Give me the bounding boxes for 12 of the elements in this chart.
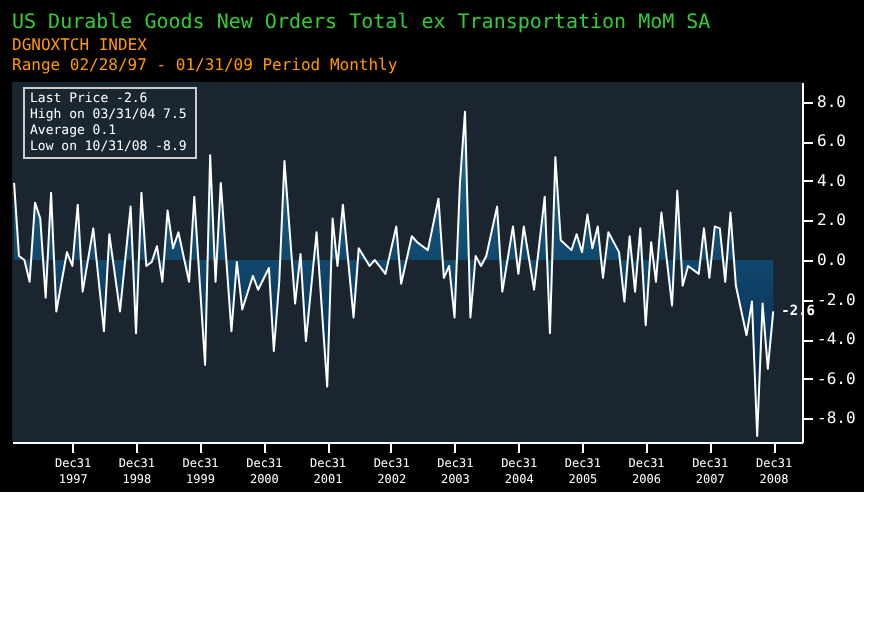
y-tick-label: -4.0 [817,330,856,349]
y-tick-label: -2.0 [817,290,856,309]
y-tick-label: -6.0 [817,369,856,388]
y-tick-label: 2.0 [817,211,847,230]
chart-title: US Durable Goods New Orders Total ex Transportation MoM SA [12,12,711,34]
y-tick-label: -8.0 [817,409,856,428]
text: Range 02/28/97 - 01/31/09 Period Monthly [12,56,398,74]
y-tick-label: 4.0 [817,171,847,190]
y-tick-label: 0.0 [817,251,847,270]
y-tick-label: 8.0 [817,92,847,111]
text: DGNOXTCH INDEX [12,36,147,54]
y-tick-label: 6.0 [817,132,847,151]
